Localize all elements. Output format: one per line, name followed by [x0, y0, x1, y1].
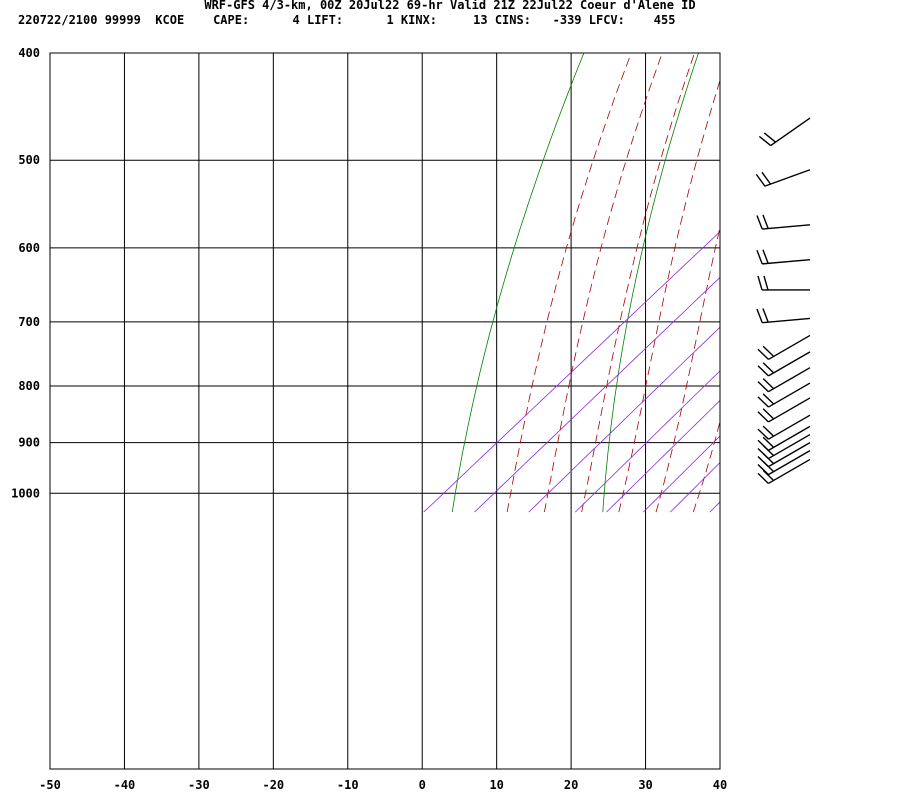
axis-labels: 400 500 600 700 800 900 1000 -50 -40 -30 -20 -10 0 10…	[11, 46, 727, 792]
wind-barb	[757, 397, 811, 423]
wind-barb	[756, 249, 811, 265]
moist-adiabat	[692, 420, 720, 513]
wind-barb	[757, 334, 811, 361]
plot-frame	[49, 52, 721, 770]
wind-barb	[757, 382, 811, 408]
mixing-ratio-line	[474, 276, 720, 513]
pressure-tick-label: 600	[18, 241, 40, 255]
wind-barb	[757, 425, 811, 451]
temp-tick-label: -50	[39, 778, 61, 792]
wind-barb	[758, 117, 811, 147]
temp-tick-label: -10	[337, 778, 359, 792]
wind-barb	[757, 367, 811, 393]
moist-adiabat	[805, 28, 900, 512]
data-series	[821, 101, 900, 459]
grid-lines	[50, 28, 900, 769]
wind-barbs	[755, 117, 811, 485]
mixing-ratio-line	[739, 53, 900, 512]
mixing-ratio-line	[606, 399, 720, 513]
pressure-tick-label: 500	[18, 153, 40, 167]
pressure-tick-label: 700	[18, 315, 40, 329]
mixing-ratio-line	[528, 326, 720, 513]
temp-tick-label: -20	[262, 778, 284, 792]
moist-adiabat	[581, 53, 695, 513]
wind-barb	[757, 275, 810, 291]
temp-tick-label: 10	[489, 778, 503, 792]
temp-tick-label: -40	[114, 778, 136, 792]
mixing-ratio-line	[813, 53, 900, 512]
chart-title: WRF-GFS 4/3-km, 00Z 20Jul22 69-hr Valid …	[204, 0, 696, 12]
moist-adiabat	[879, 28, 900, 512]
mixing-ratio-line	[838, 53, 900, 512]
wind-barb	[756, 308, 811, 324]
moist-adiabat	[842, 28, 900, 512]
dry-adiabat	[896, 41, 900, 512]
mixing-ratio-line	[575, 370, 720, 513]
wind-barb	[756, 214, 811, 230]
dry-adiabat	[602, 53, 699, 513]
mixing-ratio-line	[423, 231, 720, 513]
mixing-ratio-line	[893, 53, 900, 512]
wind-barb	[757, 351, 811, 377]
dewpoint-profile	[821, 101, 900, 459]
mixing-ratio-line	[868, 53, 900, 512]
moist-adiabat	[544, 53, 663, 513]
pressure-tick-label: 900	[18, 436, 40, 450]
mixing-ratio-line	[643, 435, 720, 513]
mixing-ratio-line	[670, 461, 720, 513]
sounding-stats: 220722/2100 99999 KCOE CAPE: 4 LIFT: 1 K…	[18, 13, 676, 27]
temp-tick-label: -30	[188, 778, 210, 792]
mixing-ratio-line	[782, 53, 900, 512]
wind-barb	[757, 414, 811, 440]
pressure-tick-label: 1000	[11, 486, 40, 500]
wind-barb	[755, 169, 811, 187]
dry-adiabat	[451, 53, 585, 513]
moist-adiabat	[731, 28, 859, 512]
moist-adiabat	[655, 225, 720, 513]
temp-tick-label: 30	[638, 778, 652, 792]
temp-tick-label: 0	[419, 778, 426, 792]
pressure-tick-label: 800	[18, 379, 40, 393]
wind-barb	[757, 449, 811, 476]
pressure-tick-label: 400	[18, 46, 40, 60]
moist-adiabat	[506, 53, 632, 513]
temp-tick-label: 20	[564, 778, 578, 792]
temp-tick-label: 40	[713, 778, 727, 792]
moist-adiabat	[618, 79, 720, 513]
